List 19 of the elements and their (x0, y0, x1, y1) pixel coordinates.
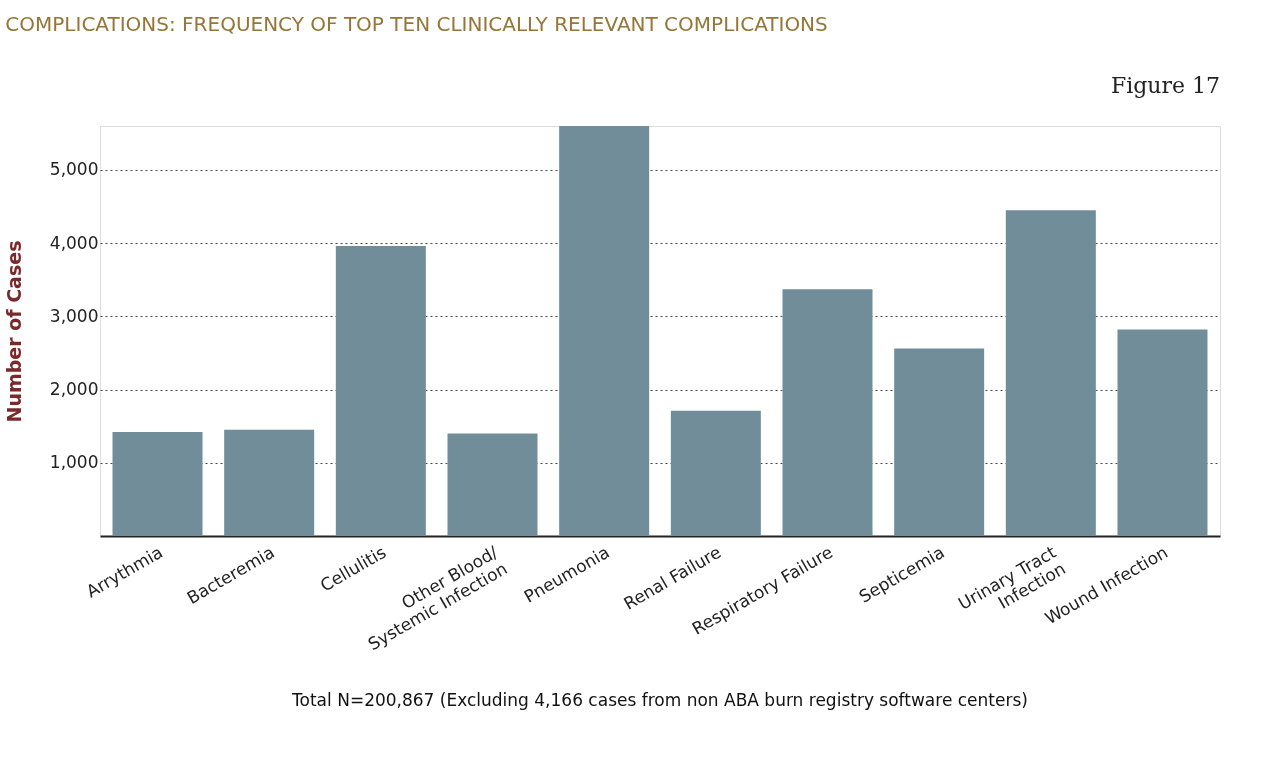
bar (670, 410, 761, 536)
text: Total N=200,867 (Excluding 4,166 cases from non ABA burn registry software centers) (291, 690, 1028, 710)
y-tick-label: 4,000 (49, 232, 99, 253)
chart-title: COMPLICATIONS: FREQUENCY OF TOP TEN CLINICALLY RELEVANT COMPLICATIONS (5, 12, 828, 36)
y-tick-label: 3,000 (49, 305, 99, 326)
y-tick-label: 2,000 (49, 379, 99, 400)
bar (1117, 329, 1208, 536)
bar (894, 348, 985, 536)
bar (224, 429, 315, 536)
y-tick-label: 1,000 (49, 452, 99, 473)
bar (335, 246, 426, 536)
bar (447, 433, 538, 536)
bar (782, 289, 873, 536)
bar (1005, 210, 1096, 536)
bar (112, 432, 203, 536)
bar (559, 126, 650, 536)
caption: Figure 17 (1110, 73, 1220, 98)
y-tick-label: 5,000 (49, 159, 99, 180)
y-axis-title: Number of Cases (2, 240, 25, 423)
